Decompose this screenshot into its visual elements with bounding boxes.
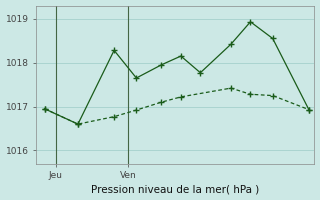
X-axis label: Pression niveau de la mer( hPa ): Pression niveau de la mer( hPa ) <box>91 184 260 194</box>
